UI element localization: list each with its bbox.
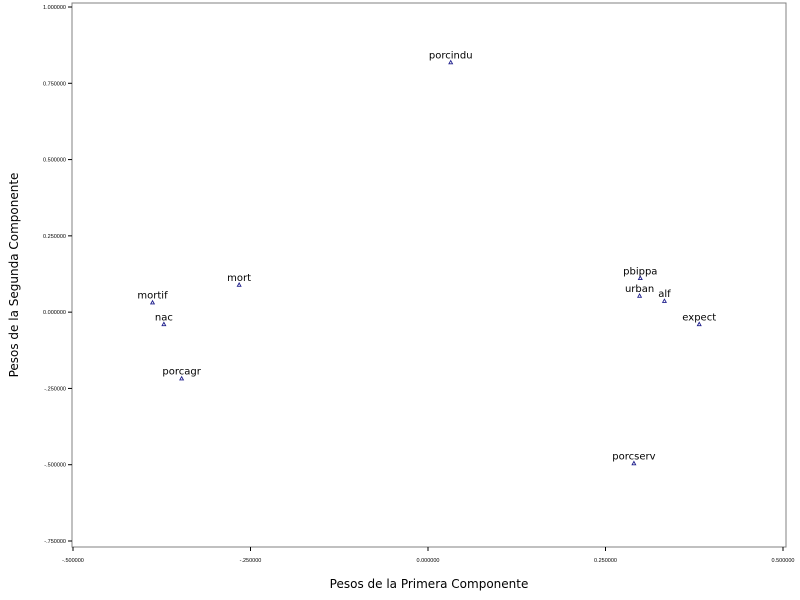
x-tick-label: 0.250000 — [594, 558, 617, 564]
point-label: expect — [682, 312, 716, 323]
data-point — [448, 59, 454, 65]
y-axis: -.750000 -.500000 -.250000 0.000000 0.250000… — [43, 5, 72, 545]
x-tick-label: -.500000 — [62, 558, 84, 564]
data-point — [179, 375, 185, 381]
point-label: porcserv — [612, 451, 655, 462]
point-label: pbippa — [623, 266, 657, 277]
x-axis: -.500000 -.250000 0.000000 0.250000 0.500000 — [62, 547, 794, 564]
data-point — [161, 321, 167, 327]
y-tick-label: 0.750000 — [43, 81, 66, 87]
points-layer: porcindu mort mortif nac porcagr pbippa urban a… — [137, 51, 716, 466]
data-point — [149, 299, 156, 305]
data-point — [637, 293, 643, 298]
data-point — [637, 275, 643, 281]
y-tick-label: -.250000 — [44, 386, 66, 392]
point-label: mort — [227, 273, 251, 284]
point-label: urban — [625, 284, 654, 295]
y-tick-label: 1.000000 — [43, 5, 66, 11]
y-axis-title: Pesos de la Segunda Componente — [7, 173, 21, 378]
y-tick-label: -.750000 — [44, 539, 66, 545]
data-point — [696, 321, 702, 327]
y-tick-label: -.500000 — [44, 463, 66, 469]
y-tick-label: 0.000000 — [43, 310, 66, 316]
x-tick-label: -.250000 — [240, 558, 262, 564]
x-axis-title: Pesos de la Primera Componente — [330, 577, 529, 591]
x-tick-label: 0.500000 — [772, 558, 795, 564]
data-point — [631, 460, 637, 466]
point-label: mortif — [137, 291, 168, 302]
data-point — [236, 282, 242, 287]
x-tick-label: 0.000000 — [417, 558, 440, 564]
point-label: alf — [658, 289, 671, 300]
point-label: porcagr — [162, 367, 201, 378]
y-tick-label: 0.250000 — [43, 234, 66, 240]
plot-frame — [71, 2, 787, 548]
point-label: porcindu — [429, 51, 473, 62]
point-label: nac — [155, 312, 173, 323]
data-point — [661, 298, 667, 303]
y-tick-label: 0.500000 — [43, 158, 66, 164]
